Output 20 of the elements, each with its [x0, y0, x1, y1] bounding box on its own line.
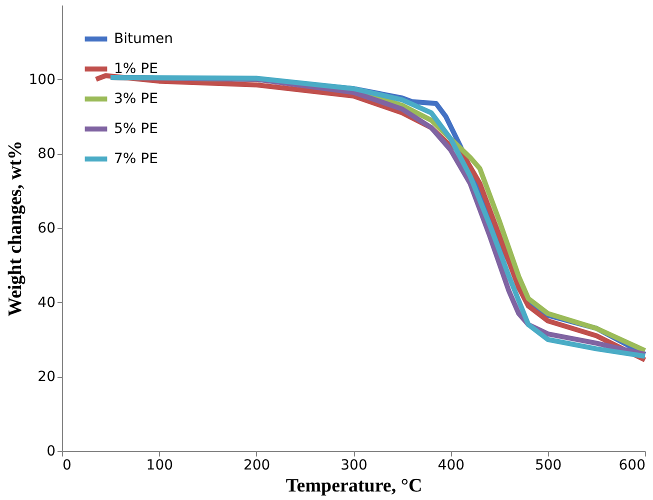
x-tick-label: 600 — [618, 458, 646, 474]
legend-label: 7% PE — [114, 151, 158, 167]
y-tick-label: 20 — [38, 369, 56, 386]
y-axis-title: Weight changes, wt% — [4, 140, 26, 316]
x-tick-label: 0 — [62, 458, 72, 474]
legend-label: 5% PE — [114, 121, 158, 137]
x-tick-label: 100 — [146, 458, 174, 474]
x-tick-label: 400 — [438, 458, 465, 474]
y-tick-label: 0 — [46, 444, 56, 460]
legend-label: Bitumen — [114, 31, 173, 47]
y-tick-label: 40 — [38, 294, 56, 311]
legend-label: 1% PE — [114, 61, 158, 77]
y-tick-label: 100 — [28, 72, 56, 88]
x-tick-label: 500 — [534, 458, 562, 474]
x-axis-title: Temperature, °C — [286, 476, 422, 496]
x-tick-label: 200 — [243, 458, 270, 474]
legend-label: 3% PE — [114, 91, 158, 107]
y-tick-label: 80 — [38, 146, 56, 162]
y-tick-label: 60 — [38, 220, 56, 236]
x-tick-label: 300 — [340, 458, 368, 474]
